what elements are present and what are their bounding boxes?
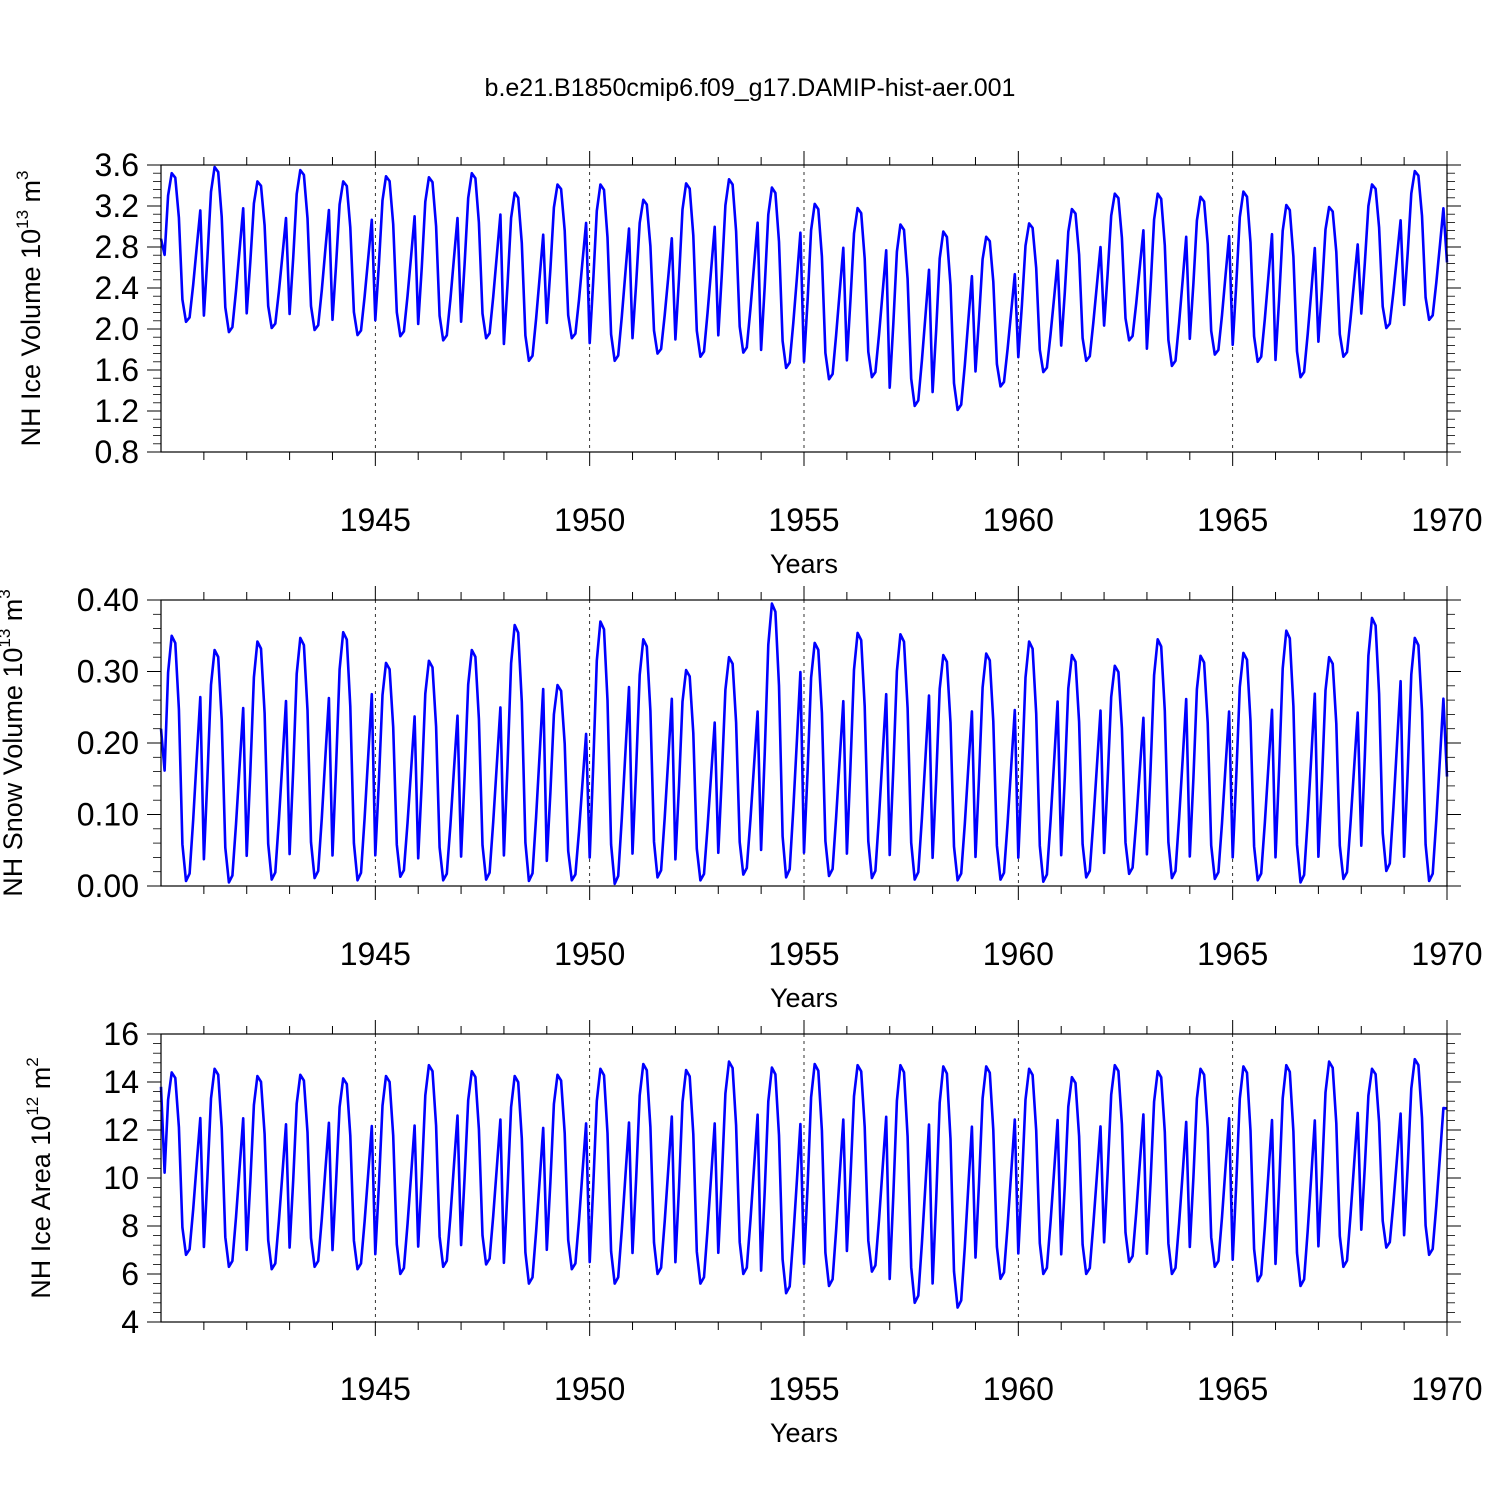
y-tick-label: 0.8: [95, 434, 139, 470]
panel-3: 4 6 8 10 12 14 16 1945 1950 1955 1960 1965 1970 Years…: [23, 1016, 1483, 1448]
x-tick-label: 1950: [554, 1371, 625, 1407]
y-tick-label: 0.40: [77, 582, 139, 618]
y-tick-label: 8: [121, 1208, 139, 1244]
y-tick-label: 2.4: [95, 270, 139, 306]
chart-title: b.e21.B1850cmip6.f09_g17.DAMIP-hist-aer.…: [484, 74, 1016, 102]
y-tick-label: 10: [103, 1160, 139, 1196]
series-line-nh-snow-volume: [159, 602, 1449, 886]
y-axis-title: NH Ice Volume 1013 m3: [13, 171, 46, 447]
x-tick-label: 1945: [340, 936, 411, 972]
y-tick-label: 3.6: [95, 147, 139, 183]
x-tick-label: 1960: [983, 1371, 1054, 1407]
y-tick-label: 1.2: [95, 393, 139, 429]
x-tick-label: 1960: [983, 502, 1054, 538]
y-tick-label: 12: [103, 1112, 139, 1148]
y-tick-label: 1.6: [95, 352, 139, 388]
y-tick-label: 16: [103, 1016, 139, 1052]
y-tick-label: 0.00: [77, 868, 139, 904]
y-tick-label: 0.30: [77, 654, 139, 690]
panel-1: 0.8 1.2 1.6 2.0 2.4 2.8 3.2 3.6 1945 1950 1955 1960…: [13, 147, 1483, 579]
y-axis-title: NH Snow Volume 1013 m3: [0, 589, 28, 897]
x-tick-label: 1970: [1411, 502, 1482, 538]
x-tick-label: 1945: [340, 502, 411, 538]
series-line-nh-ice-area: [159, 1057, 1448, 1309]
x-tick-label: 1955: [768, 1371, 839, 1407]
y-tick-label: 2.0: [95, 311, 139, 347]
y-tick-label: 4: [121, 1304, 139, 1340]
x-axis-title: Years: [770, 549, 838, 579]
y-tick-label: 3.2: [95, 188, 139, 224]
x-tick-label: 1965: [1197, 1371, 1268, 1407]
y-tick-label: 0.10: [77, 797, 139, 833]
y-tick-label: 2.8: [95, 229, 139, 265]
y-tick-label: 0.20: [77, 725, 139, 761]
x-tick-label: 1970: [1411, 1371, 1482, 1407]
x-tick-label: 1950: [554, 936, 625, 972]
x-tick-label: 1970: [1411, 936, 1482, 972]
x-tick-label: 1950: [554, 502, 625, 538]
y-axis-title: NH Ice Area 1012 m2: [23, 1057, 56, 1298]
y-tick-label: 6: [121, 1256, 139, 1292]
x-tick-label: 1960: [983, 936, 1054, 972]
x-axis-title: Years: [770, 1418, 838, 1448]
x-tick-label: 1945: [340, 1371, 411, 1407]
x-axis-title: Years: [770, 983, 838, 1013]
y-tick-label: 14: [103, 1064, 139, 1100]
x-tick-label: 1955: [768, 936, 839, 972]
x-tick-label: 1965: [1197, 502, 1268, 538]
series-line-nh-ice-volume: [159, 165, 1449, 412]
x-tick-label: 1955: [768, 502, 839, 538]
panel-2: 0.00 0.10 0.20 0.30 0.40 1945 1950 1955 1960 1965…: [0, 582, 1483, 1013]
x-tick-label: 1965: [1197, 936, 1268, 972]
